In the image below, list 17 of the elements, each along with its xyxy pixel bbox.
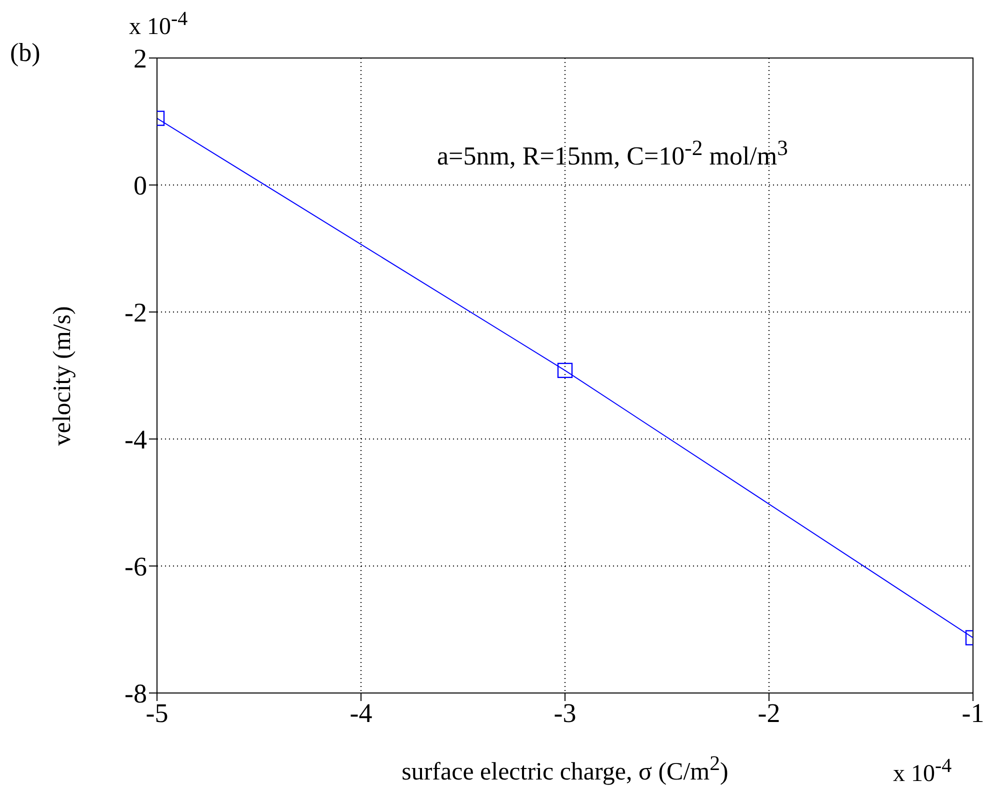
annotation: a=5nm, R=15nm, C=10$^{-2}$ mol/m$^{3}$ — [437, 136, 788, 172]
y-tick-label: -2 — [124, 298, 147, 328]
x-tick-label: -2 — [758, 698, 780, 728]
x-tick-label: -4 — [350, 698, 373, 728]
y-tick-label: 2 — [134, 44, 147, 74]
x-tick-label: -5 — [146, 698, 168, 728]
y-tick-label: 0 — [134, 170, 147, 201]
y-axis-title: velocity (m/s) — [49, 306, 77, 446]
y-tick-label: -6 — [124, 552, 147, 582]
y-tick-label: -8 — [124, 678, 147, 709]
x-tick-label: -1 — [962, 698, 984, 728]
text: x 10$^{-4}$ — [893, 755, 952, 788]
text: (b) — [10, 38, 40, 68]
x-tick-label: -3 — [554, 698, 576, 728]
text: x 10$^{-4}$ — [129, 8, 188, 41]
y-tick-label: -4 — [124, 424, 148, 455]
x-axis-title: surface electric charge, σ (C/m$^{2}$) — [402, 751, 728, 786]
